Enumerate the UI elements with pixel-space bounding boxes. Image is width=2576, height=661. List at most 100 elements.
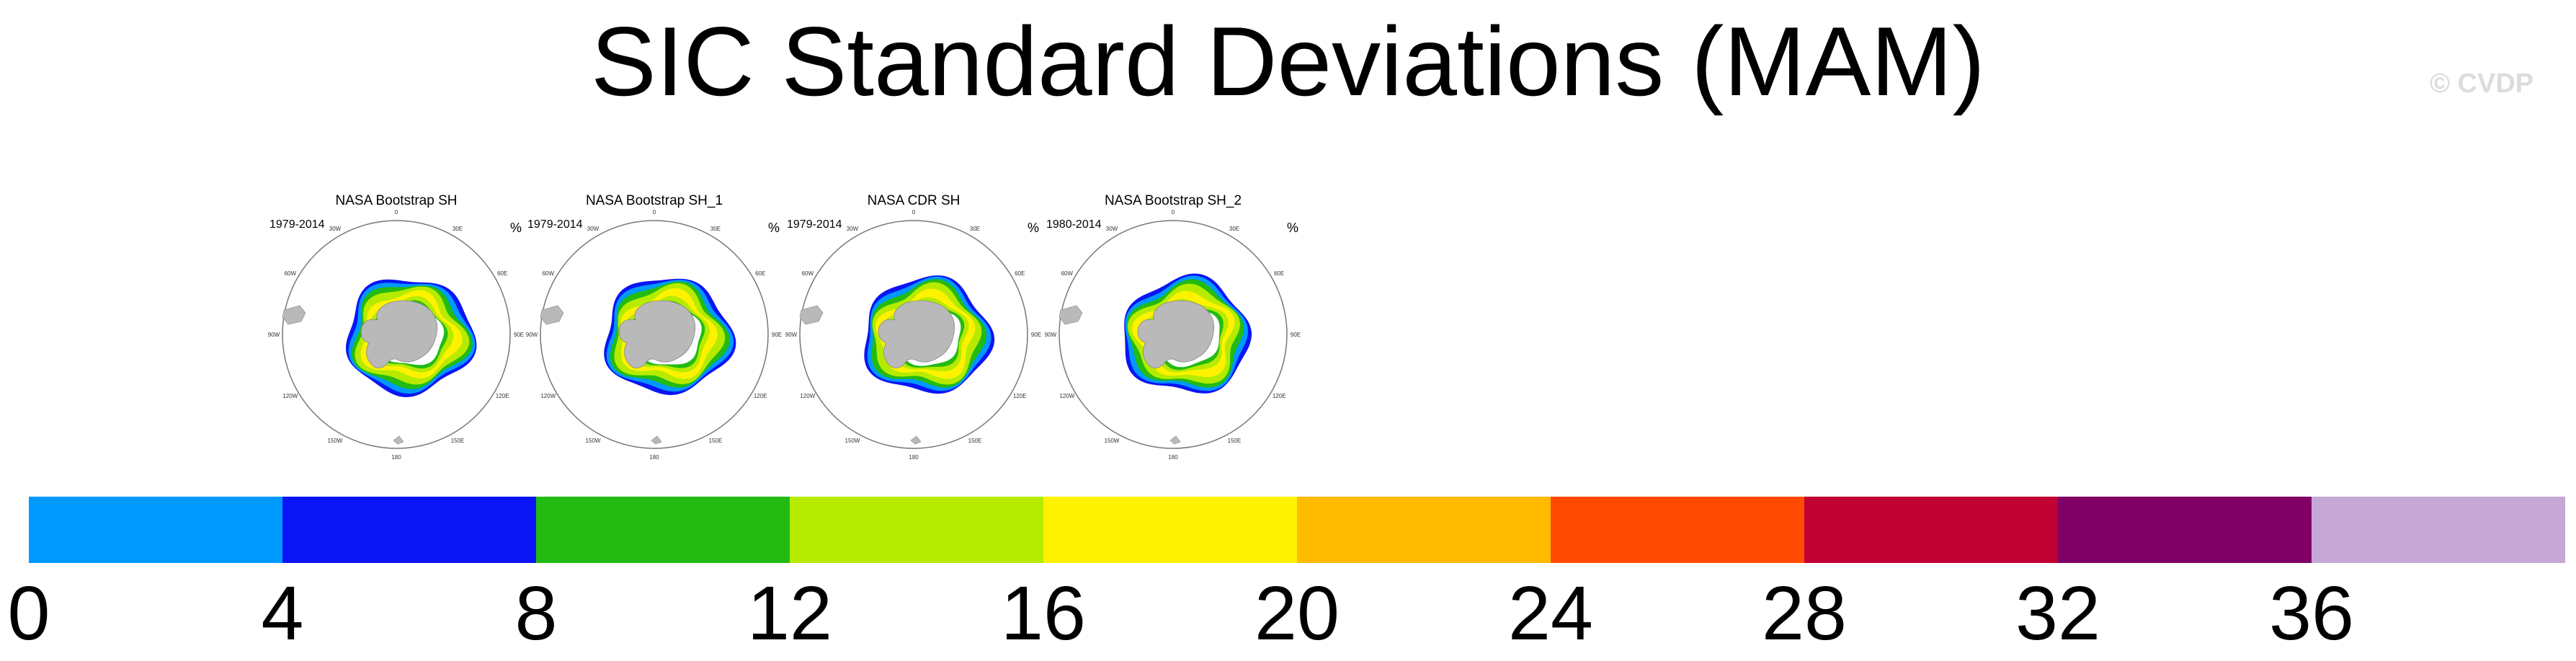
antarctica-landmass [878,300,955,368]
longitude-label: 150E [451,438,465,444]
longitude-label: 180 [391,454,401,461]
panel-period: 1979-2014 [787,218,842,231]
longitude-label: 30E [453,226,463,232]
panel-period: 1980-2014 [1046,218,1102,231]
antarctica-landmass [618,300,696,368]
antarctica-landmass [1137,300,1215,368]
longitude-label: 120E [754,393,767,399]
longitude-label: 60W [802,270,814,277]
panel-unit: % [767,221,780,235]
longitude-label: 30E [1229,226,1239,232]
colorbar-tick-label: 16 [1001,571,1086,656]
island-landmass [1169,435,1181,445]
longitude-label: 90E [1031,332,1041,338]
colorbar-tick-label: 32 [2015,571,2100,656]
longitude-label: 0 [653,209,656,216]
longitude-label: 30W [329,226,342,232]
colorbar-segment [790,497,1044,563]
longitude-label: 90W [1045,332,1057,338]
colorbar-tick-label: 28 [1762,571,1847,656]
colorbar-tick-label: 20 [1254,571,1340,656]
longitude-label: 120W [1059,393,1074,399]
panel-period: 1979-2014 [527,218,583,231]
longitude-label: 120E [1013,393,1027,399]
colorbar-segment [536,497,790,563]
longitude-label: 150W [1105,438,1120,444]
longitude-label: 150E [968,438,982,444]
colorbar-segment [1297,497,1551,563]
longitude-label: 120W [540,393,556,399]
longitude-label: 90E [772,332,782,338]
longitude-label: 30W [587,226,600,232]
south-america-landmass [540,305,564,325]
colorbar-tick-label: 4 [261,571,304,656]
colorbar-segment [1043,497,1298,563]
longitude-label: 0 [395,209,398,216]
longitude-label: 120W [282,393,298,399]
longitude-label: 0 [912,209,916,216]
map-panel: 0 30E 60E 90E 120E 150E 180 150W 120W 90W 60W 30W NA… [525,189,784,463]
longitude-label: 150W [845,438,860,444]
colorbar-tick-label: 24 [1508,571,1593,656]
island-landmass [910,435,922,445]
longitude-label: 90W [268,332,280,338]
figure-title: SIC Standard Deviations (MAM) [591,6,1985,116]
longitude-label: 150W [586,438,601,444]
island-landmass [651,435,662,445]
colorbar-tick-label: 12 [747,571,832,656]
longitude-label: 150E [1228,438,1242,444]
map-panel: 0 30E 60E 90E 120E 150E 180 150W 120W 90W 60W 30W NA… [267,189,526,463]
longitude-label: 180 [649,454,659,461]
polar-map: 0 30E 60E 90E 120E 150E 180 150W 120W 90W 60W 30W [1045,209,1301,461]
panel-title: NASA CDR SH [867,193,961,208]
island-landmass [393,435,404,445]
south-america-landmass [799,305,824,325]
polar-map: 0 30E 60E 90E 120E 150E 180 150W 120W 90W 60W 30W [268,209,524,461]
colorbar-segment [2058,497,2312,563]
colorbar-segment [1804,497,2059,563]
colorbar-segment [2312,497,2565,563]
colorbar-tick-label: 0 [7,571,50,656]
longitude-label: 30W [847,226,859,232]
colorbar-tick-label: 8 [514,571,558,656]
map-panel: 0 30E 60E 90E 120E 150E 180 150W 120W 90W 60W 30W NA… [1043,189,1303,463]
longitude-label: 90W [785,332,798,338]
panel-unit: % [1286,221,1298,235]
longitude-label: 30E [710,226,721,232]
panel-unit: % [509,221,522,235]
longitude-label: 60E [755,270,765,277]
longitude-label: 120E [1273,393,1286,399]
longitude-label: 120W [800,393,815,399]
south-america-landmass [282,305,306,325]
panel-title: NASA Bootstrap SH [335,193,458,208]
longitude-label: 60E [1274,270,1284,277]
longitude-label: 150E [709,438,723,444]
longitude-label: 150W [328,438,343,444]
longitude-label: 60E [1015,270,1025,277]
panel-title: NASA Bootstrap SH_1 [585,193,723,208]
colorbar [29,497,2565,563]
polar-map: 0 30E 60E 90E 120E 150E 180 150W 120W 90W 60W 30W [785,209,1041,461]
colorbar-segment [29,497,283,563]
longitude-label: 180 [1168,454,1178,461]
map-panel: 0 30E 60E 90E 120E 150E 180 150W 120W 90W 60W 30W NA… [784,189,1043,463]
longitude-label: 60W [543,270,555,277]
longitude-label: 30E [970,226,980,232]
panel-period: 1979-2014 [269,218,325,231]
panel-title: NASA Bootstrap SH_2 [1104,193,1242,208]
longitude-label: 60W [285,270,297,277]
longitude-label: 30W [1106,226,1118,232]
longitude-label: 180 [909,454,919,461]
panel-unit: % [1027,221,1039,235]
longitude-label: 90E [514,332,524,338]
colorbar-tick-label: 36 [2269,571,2354,656]
longitude-label: 90E [1291,332,1301,338]
antarctica-landmass [360,300,438,368]
longitude-label: 90W [526,332,538,338]
colorbar-segment [1551,497,1805,563]
south-america-landmass [1059,305,1083,325]
watermark: © CVDP [2430,68,2534,99]
longitude-label: 60E [497,270,507,277]
polar-map: 0 30E 60E 90E 120E 150E 180 150W 120W 90W 60W 30W [526,209,782,461]
longitude-label: 120E [496,393,509,399]
